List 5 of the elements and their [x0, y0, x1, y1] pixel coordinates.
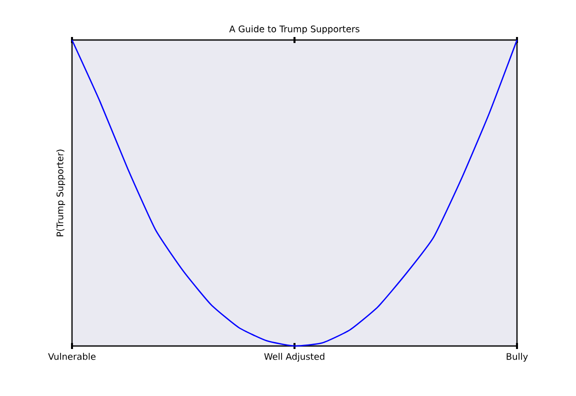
x-tick-label: Vulnerable — [48, 352, 96, 360]
x-tick-label: Well Adjusted — [264, 352, 324, 362]
chart-title: A Guide to Trump Supporters — [229, 25, 360, 34]
x-tick-label: Bully — [506, 352, 528, 362]
y-axis-title: P(Trump Supporter) — [56, 150, 66, 236]
